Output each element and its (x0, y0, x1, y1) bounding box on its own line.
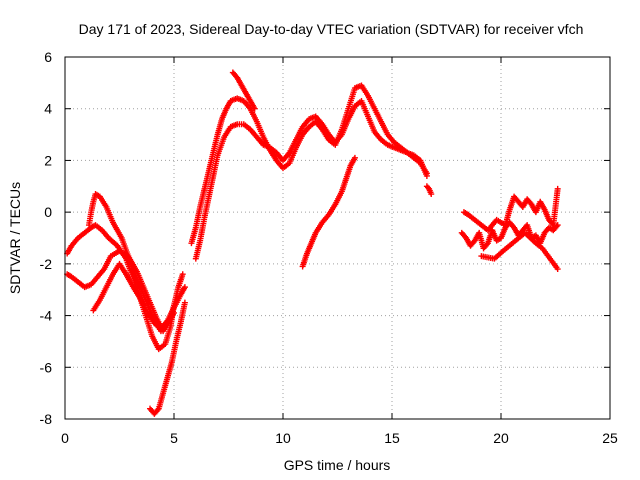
x-tick-label: 20 (493, 430, 509, 446)
y-tick-label: -6 (40, 359, 53, 375)
y-axis-label: SDTVAR / TECUs (7, 182, 23, 294)
y-tick-label: 4 (44, 101, 52, 117)
y-tick-label: 0 (44, 204, 52, 220)
series-track-7 (192, 97, 430, 262)
y-tick-label: 2 (44, 152, 52, 168)
data-point (351, 154, 358, 161)
y-tick-label: -4 (40, 308, 53, 324)
y-tick-labels: -8 -6 -4 -2 0 2 4 6 (40, 49, 53, 427)
x-tick-label: 5 (170, 430, 178, 446)
series-track-8 (229, 69, 258, 112)
series-track-13 (478, 229, 561, 273)
data-point (424, 184, 431, 191)
x-tick-label: 0 (61, 430, 69, 446)
x-tick-label: 15 (384, 430, 400, 446)
data-point (154, 406, 161, 413)
data-point (251, 105, 258, 112)
series-track-9 (299, 154, 358, 270)
data-point (554, 185, 561, 192)
data-point (553, 223, 560, 230)
data-point (179, 271, 186, 278)
y-tick-label: -2 (40, 256, 53, 272)
data-point (428, 191, 435, 198)
x-tick-label: 10 (275, 430, 291, 446)
data-point (181, 284, 188, 291)
x-tick-label: 25 (602, 430, 618, 446)
series-track-6 (188, 82, 430, 247)
x-axis-label: GPS time / hours (284, 457, 391, 473)
series-track-4 (90, 260, 188, 332)
plot-frame (64, 56, 611, 420)
x-tick-labels: 0 5 10 15 20 25 (61, 430, 618, 446)
series-track-11 (458, 219, 561, 252)
data-point (554, 266, 561, 273)
series-track-3 (64, 247, 177, 335)
data-points (64, 69, 561, 417)
data-point (181, 299, 188, 306)
chart-title: Day 171 of 2023, Sidereal Day-to-day VTE… (79, 21, 584, 37)
axis-ticks (64, 56, 611, 420)
y-tick-label: -8 (40, 411, 53, 427)
data-point (483, 241, 490, 248)
series-track-12 (460, 185, 561, 234)
y-tick-label: 6 (44, 49, 52, 65)
data-point (423, 172, 430, 179)
series-track-10 (423, 183, 435, 198)
series-track-5 (147, 299, 188, 417)
